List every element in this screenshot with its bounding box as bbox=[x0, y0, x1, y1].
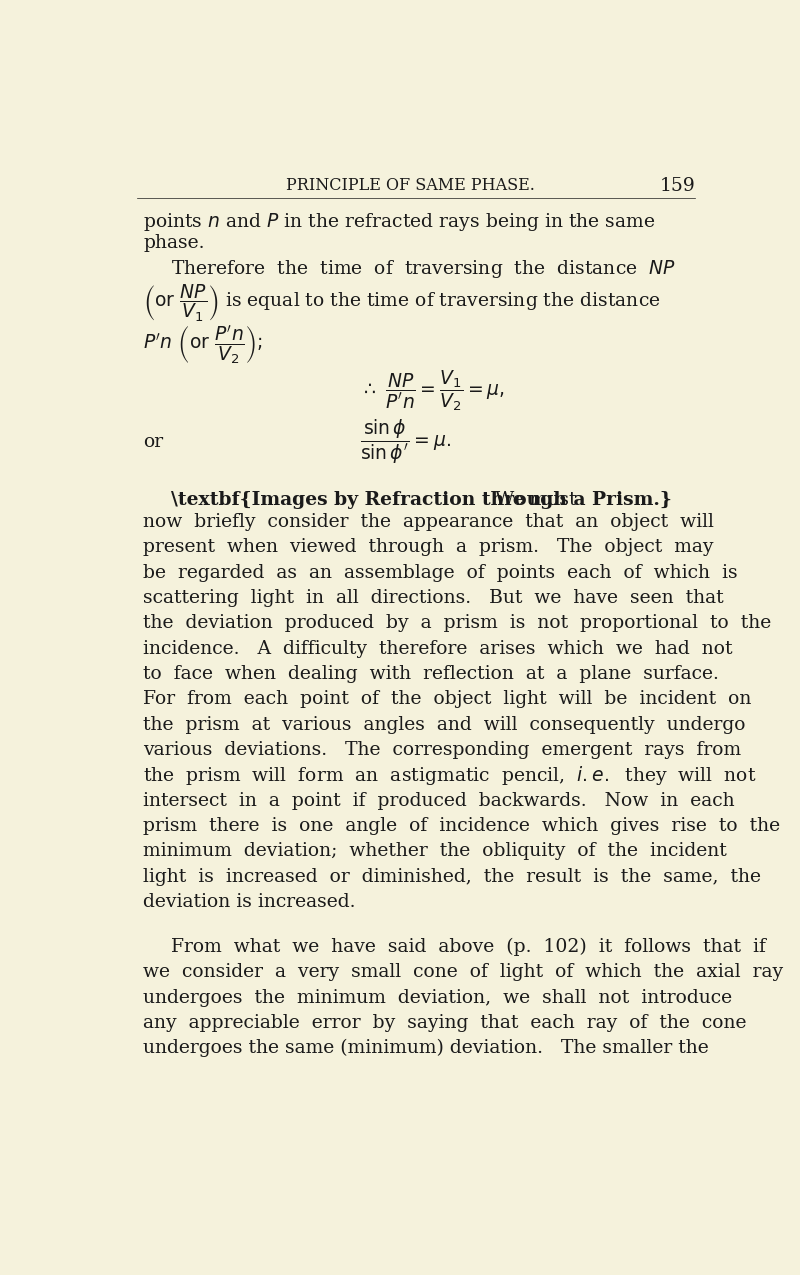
Text: $P'n\ \left(\mathrm{or}\ \dfrac{P'n}{V_2}\right);$: $P'n\ \left(\mathrm{or}\ \dfrac{P'n}{V_2… bbox=[143, 324, 263, 367]
Text: phase.: phase. bbox=[143, 235, 205, 252]
Text: any  appreciable  error  by  saying  that  each  ray  of  the  cone: any appreciable error by saying that eac… bbox=[143, 1014, 747, 1031]
Text: Therefore  the  time  of  traversing  the  distance  $NP$: Therefore the time of traversing the dis… bbox=[171, 258, 676, 279]
Text: to  face  when  dealing  with  reflection  at  a  plane  surface.: to face when dealing with reflection at … bbox=[143, 666, 719, 683]
Text: minimum  deviation;  whether  the  obliquity  of  the  incident: minimum deviation; whether the obliquity… bbox=[143, 843, 727, 861]
Text: now  briefly  consider  the  appearance  that  an  object  will: now briefly consider the appearance that… bbox=[143, 513, 714, 532]
Text: we  consider  a  very  small  cone  of  light  of  which  the  axial  ray: we consider a very small cone of light o… bbox=[143, 964, 783, 982]
Text: undergoes  the  minimum  deviation,  we  shall  not  introduce: undergoes the minimum deviation, we shal… bbox=[143, 988, 733, 1007]
Text: prism  there  is  one  angle  of  incidence  which  gives  rise  to  the: prism there is one angle of incidence wh… bbox=[143, 817, 781, 835]
Text: undergoes the same (minimum) deviation.   The smaller the: undergoes the same (minimum) deviation. … bbox=[143, 1039, 709, 1057]
Text: $\therefore\ \dfrac{NP}{P'n} = \dfrac{V_1}{V_2} = \mu,$: $\therefore\ \dfrac{NP}{P'n} = \dfrac{V_… bbox=[360, 368, 505, 413]
Text: the  prism  will  form  an  astigmatic  pencil,  $i.e.$  they  will  not: the prism will form an astigmatic pencil… bbox=[143, 764, 757, 787]
Text: or: or bbox=[143, 432, 163, 450]
Text: various  deviations.   The  corresponding  emergent  rays  from: various deviations. The corresponding em… bbox=[143, 741, 742, 759]
Text: the  deviation  produced  by  a  prism  is  not  proportional  to  the: the deviation produced by a prism is not… bbox=[143, 615, 772, 632]
Text: incidence.   A  difficulty  therefore  arises  which  we  had  not: incidence. A difficulty therefore arises… bbox=[143, 640, 733, 658]
Text: points $n$ and $P$ in the refracted rays being in the same: points $n$ and $P$ in the refracted rays… bbox=[143, 210, 656, 233]
Text: be  regarded  as  an  assemblage  of  points  each  of  which  is: be regarded as an assemblage of points e… bbox=[143, 564, 738, 581]
Text: the  prism  at  various  angles  and  will  consequently  undergo: the prism at various angles and will con… bbox=[143, 715, 746, 734]
Text: $\left(\mathrm{or}\ \dfrac{NP}{V_1}\right)$ is equal to the time of traversing t: $\left(\mathrm{or}\ \dfrac{NP}{V_1}\righ… bbox=[143, 283, 661, 324]
Text: PRINCIPLE OF SAME PHASE.: PRINCIPLE OF SAME PHASE. bbox=[286, 177, 534, 194]
Text: 159: 159 bbox=[659, 177, 695, 195]
Text: From  what  we  have  said  above  (p.  102)  it  follows  that  if: From what we have said above (p. 102) it… bbox=[171, 938, 766, 956]
Text: light  is  increased  or  diminished,  the  result  is  the  same,  the: light is increased or diminished, the re… bbox=[143, 868, 762, 886]
Text: $\dfrac{\sin \phi}{\sin \phi'} = \mu.$: $\dfrac{\sin \phi}{\sin \phi'} = \mu.$ bbox=[360, 417, 451, 465]
Text: intersect  in  a  point  if  produced  backwards.   Now  in  each: intersect in a point if produced backwar… bbox=[143, 792, 735, 810]
Text: For  from  each  point  of  the  object  light  will  be  incident  on: For from each point of the object light … bbox=[143, 691, 752, 709]
Text: \textbf{Images by Refraction through a Prism.}: \textbf{Images by Refraction through a P… bbox=[171, 491, 672, 509]
Text: scattering  light  in  all  directions.   But  we  have  seen  that: scattering light in all directions. But … bbox=[143, 589, 724, 607]
Text: We must: We must bbox=[483, 491, 577, 509]
Text: present  when  viewed  through  a  prism.   The  object  may: present when viewed through a prism. The… bbox=[143, 538, 714, 556]
Text: deviation is increased.: deviation is increased. bbox=[143, 892, 356, 912]
